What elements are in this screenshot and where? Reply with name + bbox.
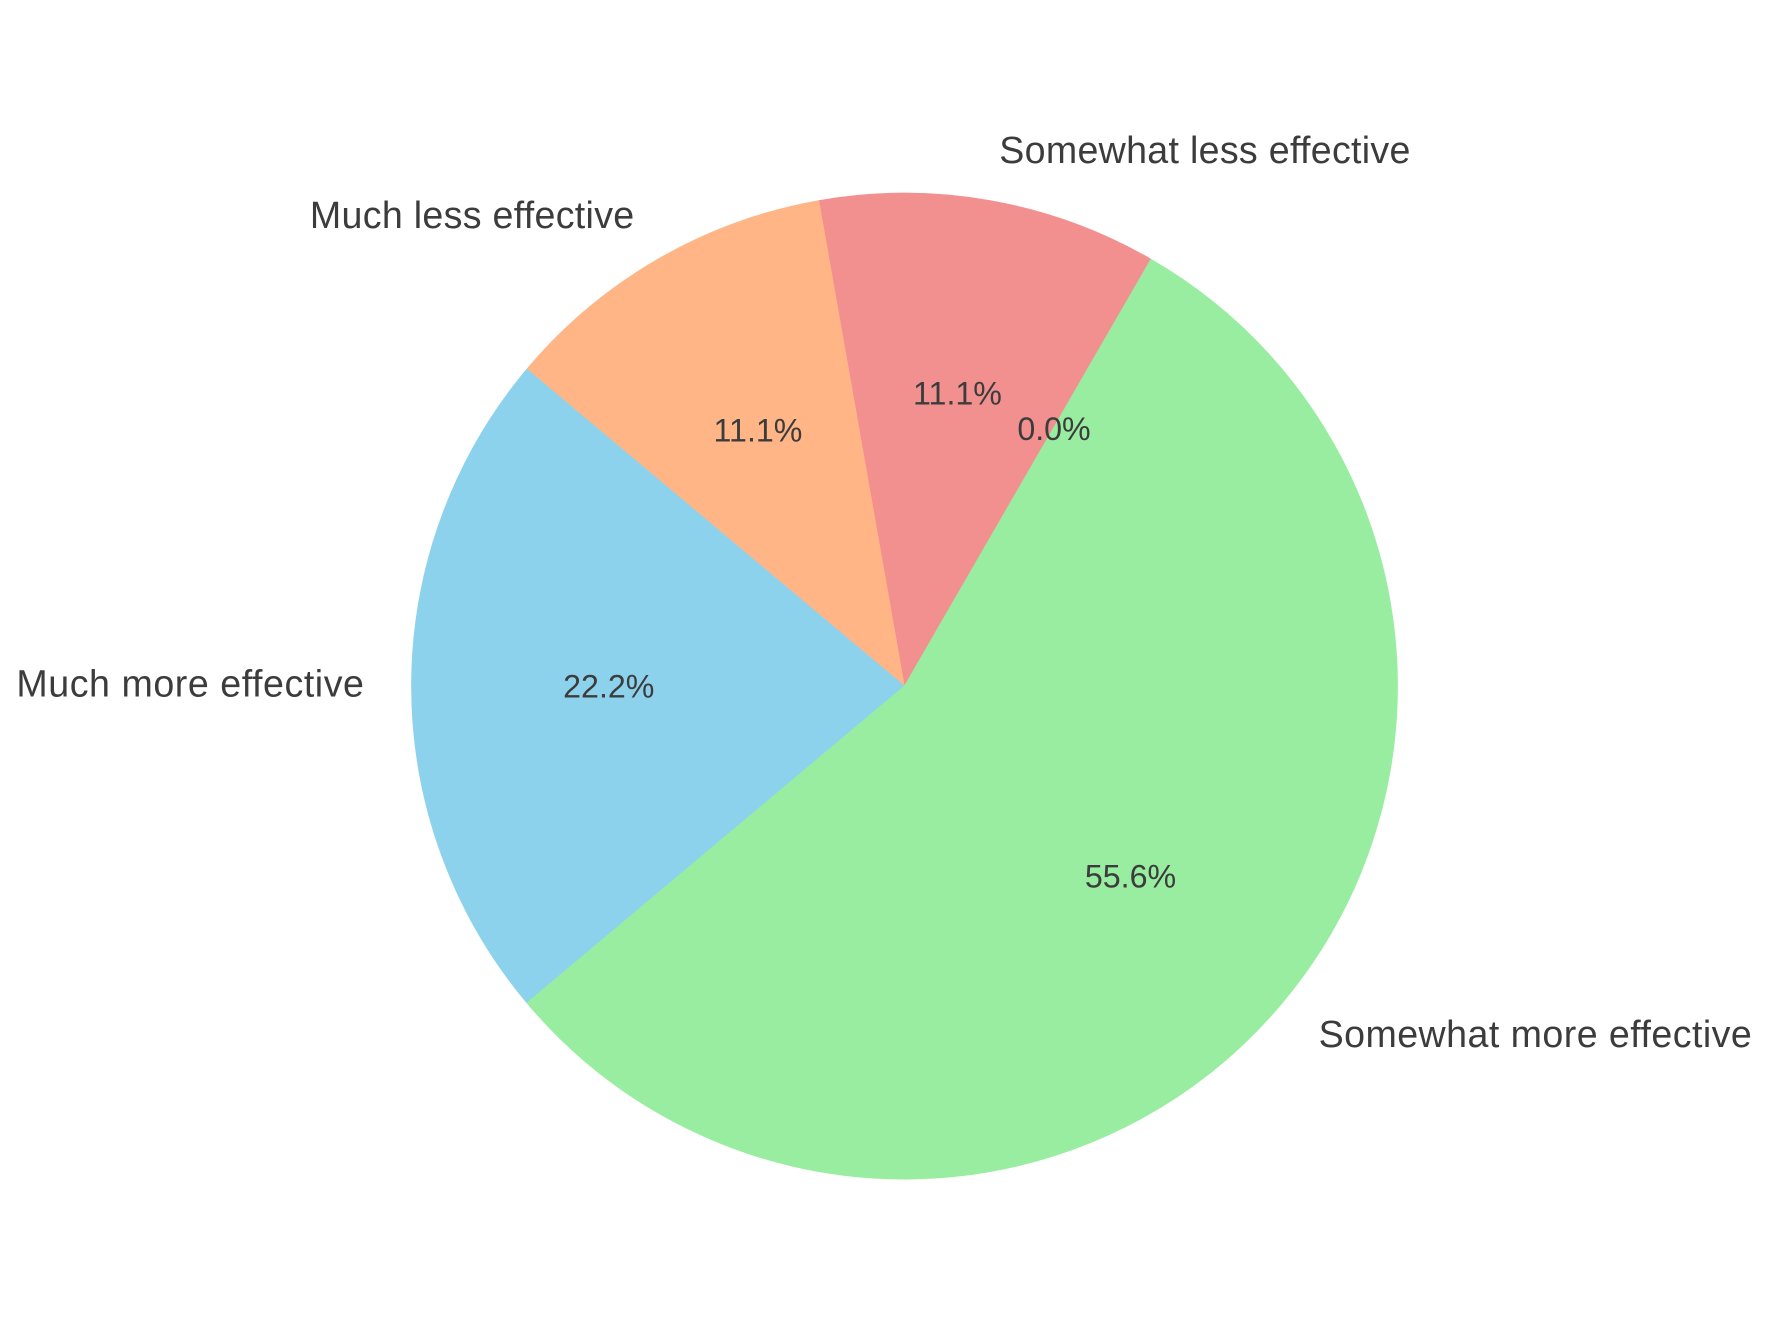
svg-text:11.1%: 11.1% (714, 413, 803, 449)
svg-text:22.2%: 22.2% (563, 669, 654, 705)
svg-text:11.1%: 11.1% (913, 376, 1002, 412)
svg-text:Much less effective: Much less effective (310, 194, 635, 236)
svg-text:Somewhat more effective: Somewhat more effective (1319, 1013, 1753, 1055)
svg-text:55.6%: 55.6% (1085, 859, 1176, 895)
svg-text:0.0%: 0.0% (1017, 411, 1090, 447)
svg-text:Somewhat less effective: Somewhat less effective (999, 129, 1410, 171)
svg-text:Much more effective: Much more effective (16, 663, 364, 705)
